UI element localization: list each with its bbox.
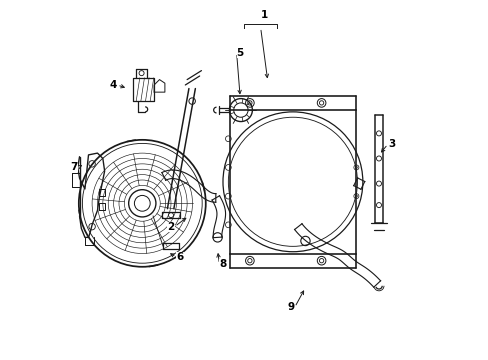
Text: 1: 1: [260, 10, 267, 21]
Text: 7: 7: [70, 162, 78, 172]
Text: 3: 3: [387, 139, 394, 149]
Text: 4: 4: [110, 80, 117, 90]
Text: 8: 8: [219, 259, 226, 269]
Text: 6: 6: [176, 252, 183, 262]
Text: 5: 5: [236, 48, 244, 58]
Text: 9: 9: [287, 302, 294, 312]
Text: 2: 2: [167, 222, 174, 231]
